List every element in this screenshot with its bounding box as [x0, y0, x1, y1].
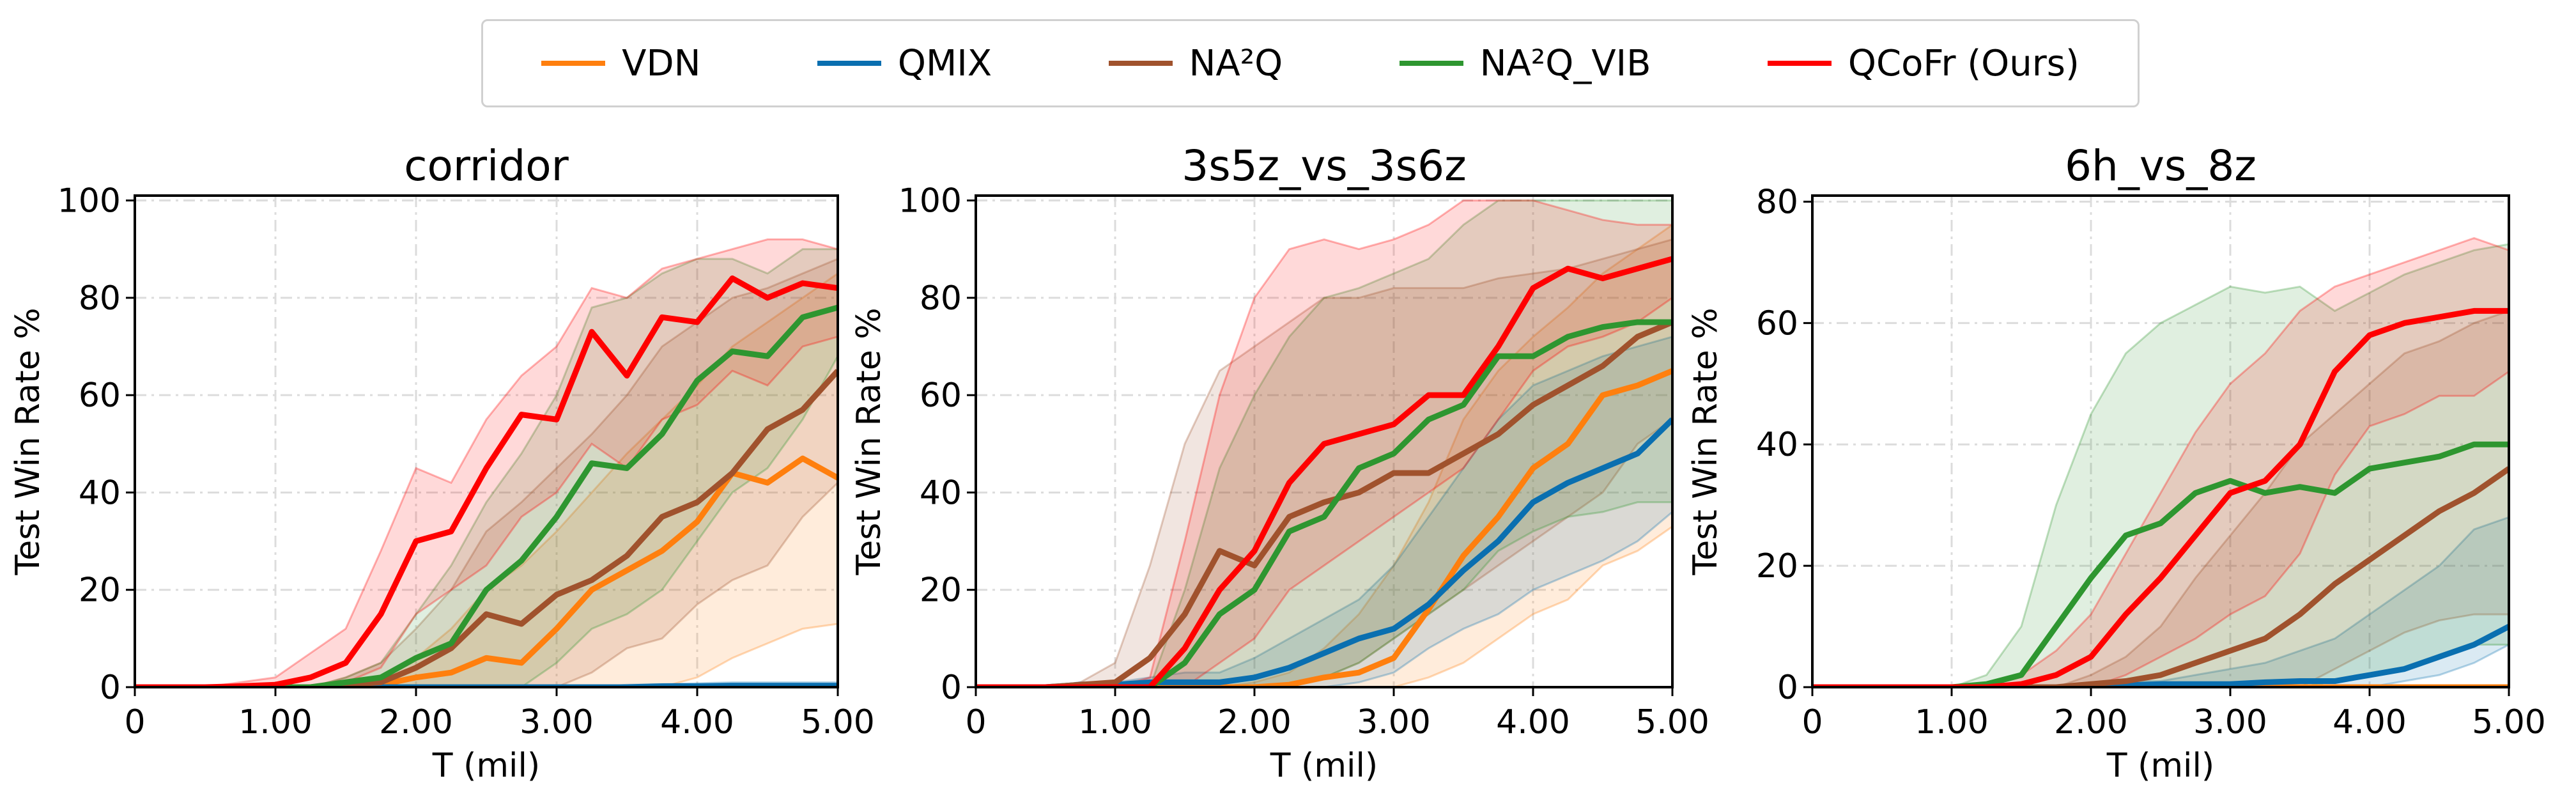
chart-panel-2: 0 1.00 2.00 3.00 4.00 5.00 0 20 40 60 80 6h_vs_8z T … [1686, 141, 2546, 785]
legend-swatch [1399, 61, 1463, 66]
series-line [135, 683, 838, 687]
y-tick-label: 40 [79, 474, 121, 512]
chart-title: 6h_vs_8z [2065, 141, 2256, 190]
x-tick-label: 0 [1801, 703, 1823, 742]
x-tick-label: 0 [124, 703, 145, 742]
series-line [1812, 466, 2509, 687]
y-tick-label: 80 [1756, 183, 1798, 221]
series-line [135, 275, 838, 687]
confidence-band [1812, 243, 2509, 687]
y-tick-label: 100 [899, 182, 962, 221]
y-tick-label: 80 [920, 279, 962, 318]
series-line [135, 304, 838, 687]
series-line [976, 256, 1672, 687]
series-line [976, 368, 1672, 687]
legend-label: NA²Q_VIB [1479, 42, 1651, 84]
x-tick-label: 4.00 [2333, 703, 2407, 742]
x-tick-label: 1.00 [1078, 703, 1152, 742]
legend-item-na2q: NA²Q [1108, 42, 1283, 84]
confidence-band [1812, 516, 2509, 687]
x-tick-label: 0 [965, 703, 986, 742]
legend-item-qcofr: QCoFr (Ours) [1767, 42, 2079, 84]
y-tick-label: 20 [920, 571, 962, 610]
legend-label: QMIX [897, 42, 992, 84]
legend-item-qmix: QMIX [817, 43, 992, 84]
x-tick-label: 2.00 [2054, 703, 2128, 742]
plot-area [135, 238, 838, 687]
chart-panel-1: 0 1.00 2.00 3.00 4.00 5.00 0 20 40 60 80 100 3s5z_vs… [850, 141, 1709, 785]
confidence-band [135, 248, 838, 687]
x-tick-label: 3.00 [520, 703, 594, 742]
legend-item-vdn: VDN [541, 42, 701, 84]
y-tick-label: 0 [941, 669, 962, 707]
x-tick-label: 5.00 [2472, 703, 2546, 742]
chart-title: 3s5z_vs_3s6z [1182, 141, 1466, 190]
series-line [1812, 624, 2509, 687]
legend-item-na2q-vib: NA²Q_VIB [1399, 42, 1651, 84]
y-tick-label: 60 [1756, 304, 1798, 343]
confidence-band [135, 258, 838, 687]
confidence-band [1812, 237, 2509, 687]
y-axis-label: Test Win Rate % [850, 307, 888, 575]
series-line [135, 455, 838, 687]
legend-label: QCoFr (Ours) [1847, 42, 2079, 84]
legend-swatch [1108, 61, 1173, 66]
x-tick-label: 1.00 [238, 703, 312, 742]
axes-frame [1811, 194, 2510, 688]
y-tick-label: 60 [79, 377, 121, 415]
chart-panel-0: 0 1.00 2.00 3.00 4.00 5.00 0 20 40 60 80 100 corrido… [9, 141, 875, 785]
y-tick-label: 0 [1777, 669, 1798, 707]
plot-area [976, 199, 1672, 687]
confidence-band [976, 336, 1672, 687]
y-axis-label: Test Win Rate % [9, 307, 47, 575]
y-tick-label: 0 [100, 669, 121, 707]
y-tick-label: 20 [1756, 547, 1798, 586]
x-tick-label: 5.00 [801, 703, 875, 742]
series-line [1812, 307, 2509, 687]
x-axis-label: T (mil) [2106, 747, 2214, 785]
confidence-band [976, 223, 1672, 687]
series-line [135, 369, 838, 687]
series-line [976, 319, 1672, 687]
x-tick-label: 4.00 [660, 703, 734, 742]
x-tick-label: 5.00 [1635, 703, 1709, 742]
y-tick-label: 60 [920, 377, 962, 415]
confidence-band [1812, 309, 2509, 687]
x-tick-label: 3.00 [2193, 703, 2267, 742]
series-line [1812, 441, 2509, 687]
chart-title: corridor [404, 141, 569, 190]
x-tick-label: 3.00 [1357, 703, 1431, 742]
legend-swatch [1767, 61, 1832, 66]
legend-label: NA²Q [1189, 42, 1283, 84]
x-tick-label: 2.00 [379, 703, 453, 742]
x-axis-label: T (mil) [432, 747, 540, 785]
x-tick-label: 2.00 [1217, 703, 1292, 742]
y-axis-label: Test Win Rate % [1686, 307, 1725, 575]
legend-swatch [541, 61, 606, 66]
x-tick-label: 4.00 [1496, 703, 1570, 742]
y-tick-label: 100 [58, 182, 121, 221]
plot-area [1812, 237, 2509, 687]
y-tick-label: 40 [1756, 426, 1798, 464]
legend-swatch [817, 61, 881, 66]
x-tick-label: 1.00 [1915, 703, 1989, 742]
y-tick-label: 20 [79, 571, 121, 610]
axes-frame [975, 194, 1674, 688]
axes-frame [134, 194, 839, 688]
legend: VDN QMIX NA²Q NA²Q_VIB QCoFr (Ours) [481, 19, 2140, 107]
x-axis-label: T (mil) [1270, 747, 1378, 785]
y-tick-label: 40 [920, 474, 962, 512]
series-line [976, 319, 1672, 687]
legend-label: VDN [622, 42, 701, 84]
y-tick-label: 80 [79, 279, 121, 318]
